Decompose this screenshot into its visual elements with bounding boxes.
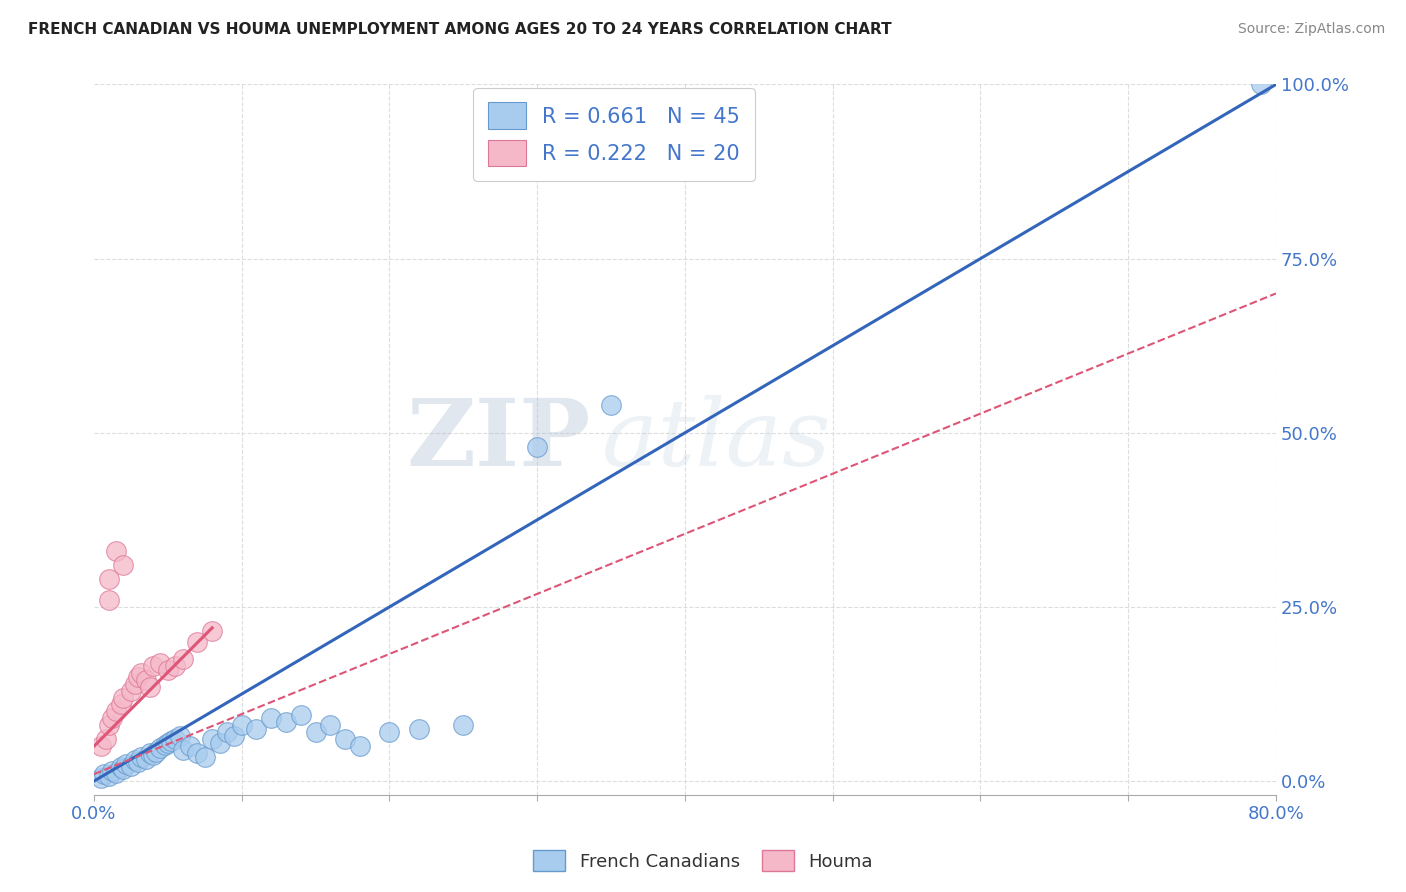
Point	[349, 739, 371, 754]
Point	[290, 708, 312, 723]
Point	[112, 558, 135, 573]
Point	[90, 739, 112, 754]
Point	[135, 673, 157, 687]
Point	[110, 760, 132, 774]
Point	[156, 663, 179, 677]
Point	[245, 722, 267, 736]
Point	[93, 767, 115, 781]
Point	[179, 739, 201, 754]
Point	[169, 729, 191, 743]
Point	[526, 440, 548, 454]
Point	[274, 714, 297, 729]
Point	[186, 634, 208, 648]
Point	[100, 764, 122, 778]
Point	[112, 690, 135, 705]
Text: atlas: atlas	[602, 395, 832, 484]
Legend: French Canadians, Houma: French Canadians, Houma	[526, 843, 880, 879]
Point	[142, 747, 165, 762]
Point	[145, 745, 167, 759]
Point	[110, 698, 132, 712]
Text: ZIP: ZIP	[406, 395, 591, 484]
Point	[120, 759, 142, 773]
Point	[124, 753, 146, 767]
Point	[149, 656, 172, 670]
Point	[165, 732, 187, 747]
Point	[319, 718, 342, 732]
Point	[100, 711, 122, 725]
Point	[156, 736, 179, 750]
Point	[378, 725, 401, 739]
Point	[224, 729, 246, 743]
Point	[139, 746, 162, 760]
Point	[600, 398, 623, 412]
Point	[127, 670, 149, 684]
Point	[127, 755, 149, 769]
Point	[260, 711, 283, 725]
Text: Source: ZipAtlas.com: Source: ZipAtlas.com	[1237, 22, 1385, 37]
Point	[172, 743, 194, 757]
Point	[142, 659, 165, 673]
Point	[97, 593, 120, 607]
Point	[94, 732, 117, 747]
Point	[194, 749, 217, 764]
Point	[215, 725, 238, 739]
Point	[186, 746, 208, 760]
Point	[172, 652, 194, 666]
Point	[112, 762, 135, 776]
Point	[120, 683, 142, 698]
Point	[201, 732, 224, 747]
Point	[97, 718, 120, 732]
Point	[105, 765, 128, 780]
Point	[1250, 78, 1272, 92]
Point	[153, 738, 176, 752]
Point	[208, 736, 231, 750]
Point	[231, 718, 253, 732]
Point	[149, 740, 172, 755]
Point	[115, 756, 138, 771]
Legend: R = 0.661   N = 45, R = 0.222   N = 20: R = 0.661 N = 45, R = 0.222 N = 20	[474, 87, 755, 181]
Point	[201, 624, 224, 639]
Point	[97, 768, 120, 782]
Point	[453, 718, 475, 732]
Point	[124, 676, 146, 690]
Text: FRENCH CANADIAN VS HOUMA UNEMPLOYMENT AMONG AGES 20 TO 24 YEARS CORRELATION CHAR: FRENCH CANADIAN VS HOUMA UNEMPLOYMENT AM…	[28, 22, 891, 37]
Point	[129, 666, 152, 681]
Point	[165, 659, 187, 673]
Point	[97, 572, 120, 586]
Point	[90, 771, 112, 785]
Point	[333, 732, 356, 747]
Point	[304, 725, 326, 739]
Point	[105, 544, 128, 558]
Point	[159, 733, 181, 747]
Point	[129, 749, 152, 764]
Point	[135, 752, 157, 766]
Point	[139, 680, 162, 694]
Point	[105, 705, 128, 719]
Point	[408, 722, 430, 736]
